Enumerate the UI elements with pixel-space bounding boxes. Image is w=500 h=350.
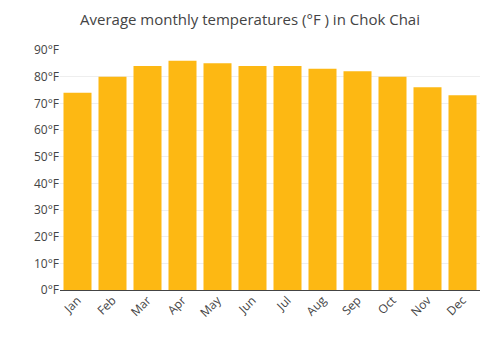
svg-text:80°F: 80°F bbox=[34, 68, 59, 85]
svg-text:Oct: Oct bbox=[374, 292, 400, 318]
svg-text:50°F: 50°F bbox=[34, 148, 59, 165]
svg-text:Mar: Mar bbox=[127, 292, 155, 320]
svg-text:Feb: Feb bbox=[93, 292, 119, 318]
svg-text:May: May bbox=[196, 291, 225, 320]
svg-text:Average monthly temperatures (: Average monthly temperatures (°F ) in Ch… bbox=[80, 9, 420, 29]
svg-text:0°F: 0°F bbox=[41, 281, 59, 298]
svg-text:30°F: 30°F bbox=[34, 201, 59, 218]
svg-text:10°F: 10°F bbox=[34, 255, 59, 272]
svg-text:90°F: 90°F bbox=[34, 41, 59, 58]
svg-text:Jul: Jul bbox=[272, 292, 294, 314]
svg-text:70°F: 70°F bbox=[34, 95, 59, 112]
svg-text:Apr: Apr bbox=[164, 292, 190, 318]
svg-text:60°F: 60°F bbox=[34, 121, 59, 138]
svg-text:Nov: Nov bbox=[407, 292, 435, 320]
svg-text:40°F: 40°F bbox=[34, 175, 59, 192]
svg-text:20°F: 20°F bbox=[34, 228, 59, 245]
svg-text:Jan: Jan bbox=[60, 292, 85, 317]
svg-text:Sep: Sep bbox=[338, 292, 365, 319]
svg-text:Dec: Dec bbox=[443, 292, 470, 319]
svg-text:Jun: Jun bbox=[234, 292, 259, 317]
svg-text:Aug: Aug bbox=[302, 292, 330, 320]
